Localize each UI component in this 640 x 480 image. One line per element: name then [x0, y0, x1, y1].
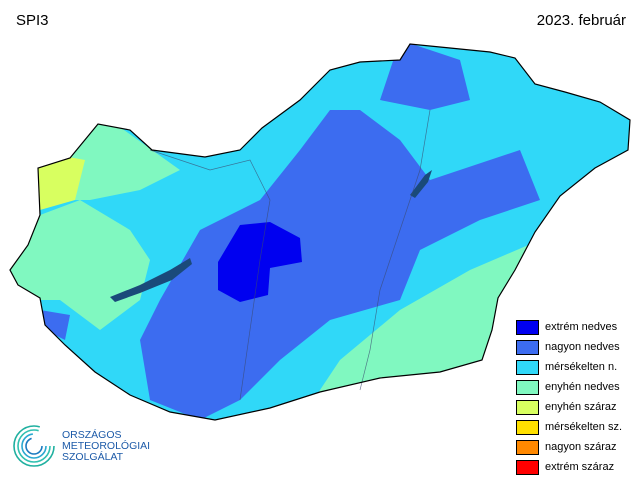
legend-item: enyhén száraz — [516, 397, 622, 417]
legend-swatch — [516, 419, 539, 435]
region-very-wet-north — [380, 44, 470, 110]
legend-item: mérsékelten n. — [516, 357, 622, 377]
logo-line: METEOROLÓGIAI — [62, 439, 151, 452]
legend-label: extrém száraz — [545, 461, 615, 473]
legend-label: nagyon száraz — [545, 441, 617, 453]
legend-item: nagyon száraz — [516, 437, 622, 457]
region-very-wet — [140, 110, 540, 420]
legend-swatch — [516, 359, 539, 375]
omsz-logo: ORSZÁGOS METEOROLÓGIAI SZOLGÁLAT — [12, 424, 150, 468]
legend-item: enyhén nedves — [516, 377, 622, 397]
legend-item: extrém száraz — [516, 457, 622, 477]
logo-text: ORSZÁGOS METEOROLÓGIAI SZOLGÁLAT — [62, 428, 151, 463]
legend-swatch — [516, 379, 539, 395]
legend-swatch — [516, 439, 539, 455]
legend-item: nagyon nedves — [516, 337, 622, 357]
spiral-logo-icon — [13, 425, 55, 467]
rivers — [149, 109, 431, 401]
legend-label: mérsékelten sz. — [545, 421, 623, 433]
legend-label: enyhén nedves — [545, 381, 620, 393]
legend-label: mérsékelten n. — [545, 361, 618, 373]
legend-label: enyhén száraz — [545, 401, 617, 413]
logo-line: SZOLGÁLAT — [62, 450, 124, 463]
period-title: 2023. február — [536, 12, 626, 29]
legend-swatch — [516, 339, 539, 355]
legend: extrém nedves nagyon nedves mérsékelten … — [516, 317, 622, 477]
lake-balaton — [110, 258, 192, 302]
legend-swatch — [516, 459, 539, 475]
legend-swatch — [516, 399, 539, 415]
legend-item: extrém nedves — [516, 317, 622, 337]
index-title: SPI3 — [16, 12, 49, 29]
legend-item: mérsékelten sz. — [516, 417, 622, 437]
legend-label: nagyon nedves — [545, 341, 620, 353]
legend-swatch — [516, 319, 539, 335]
region-very-wet-southwest — [40, 310, 70, 340]
lake-tisza — [410, 170, 432, 198]
logo-line: ORSZÁGOS — [62, 428, 122, 441]
legend-label: extrém nedves — [545, 321, 618, 333]
